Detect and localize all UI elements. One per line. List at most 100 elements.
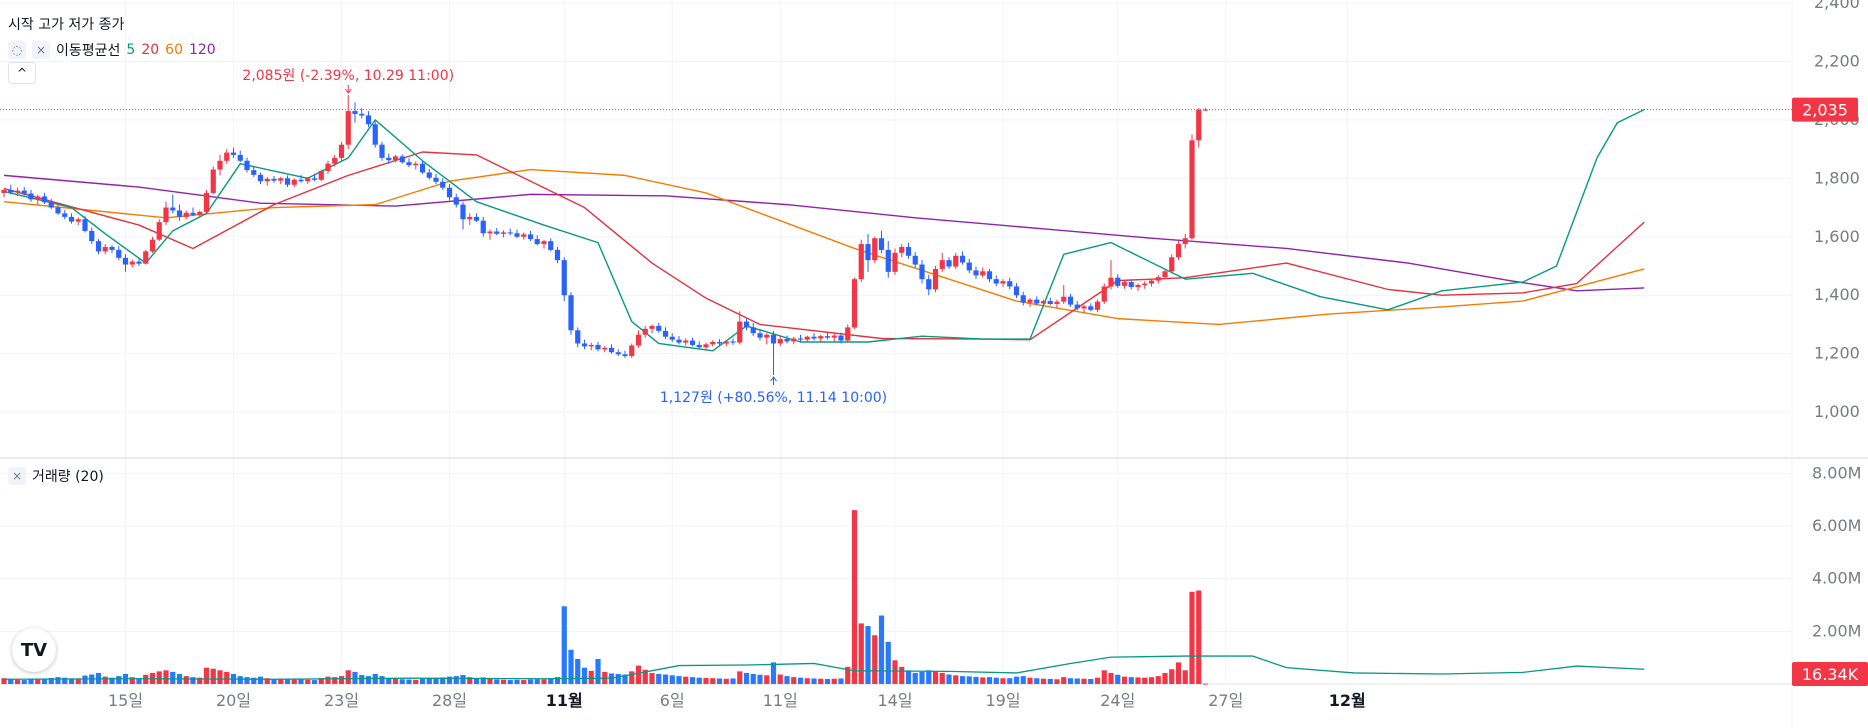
candle-body <box>170 207 176 211</box>
candle-body <box>831 335 837 338</box>
candle-body <box>1034 299 1040 304</box>
price-tick-label: 1,800 <box>1814 168 1860 187</box>
time-tick-label: 27일 <box>1208 691 1243 710</box>
volume-bar <box>473 678 480 684</box>
candle-body <box>440 181 446 188</box>
volume-bar <box>946 674 952 684</box>
candle-body <box>858 244 864 280</box>
volume-bar <box>264 678 270 684</box>
candle-body <box>203 192 210 212</box>
volume-bar <box>689 677 696 684</box>
candle-body <box>777 339 783 344</box>
tradingview-logo-icon[interactable]: TV <box>12 628 56 672</box>
volume-bar <box>1155 676 1161 684</box>
volume-bar <box>1162 672 1168 684</box>
candle-body <box>696 344 702 348</box>
candle-body <box>116 249 122 258</box>
volume-bar <box>156 671 162 684</box>
eye-off-icon[interactable]: ◌ <box>8 41 26 59</box>
volume-bar <box>548 678 554 684</box>
volume-bar <box>257 676 264 684</box>
volume-bar <box>716 678 723 684</box>
candle-body <box>561 260 567 296</box>
volume-bar <box>318 677 324 684</box>
volume-bar <box>784 676 790 684</box>
volume-bar <box>811 678 817 684</box>
volume-bar <box>973 676 979 684</box>
candle-body <box>926 279 932 290</box>
volume-bar <box>534 679 540 684</box>
volume-bar <box>892 660 898 684</box>
candle-body <box>892 252 898 272</box>
volume-bar <box>851 510 858 684</box>
candle-body <box>878 238 885 250</box>
candle-body <box>156 222 162 240</box>
volume-bar <box>554 677 561 684</box>
volume-bar <box>359 675 365 684</box>
candle-body <box>1142 283 1148 285</box>
price-tick-label: 2,200 <box>1814 51 1860 70</box>
candle-body <box>89 230 95 242</box>
volume-bar <box>1007 678 1013 684</box>
candle-body <box>1101 286 1107 302</box>
volume-bar <box>588 670 594 684</box>
candle-body <box>845 327 851 341</box>
ma-period-5: 5 <box>126 42 136 58</box>
candle-body <box>251 170 257 175</box>
time-tick-label: 20일 <box>216 691 251 710</box>
time-tick-label: 24일 <box>1100 691 1135 710</box>
volume-bar <box>217 670 223 684</box>
volume-bar <box>244 677 250 684</box>
candle-body <box>1094 301 1101 310</box>
volume-ma-line <box>3 655 1645 680</box>
time-axis: 15일 20일 23일 28일 11월 6일 11일 14일 19일 24일 27일 12월 <box>108 691 1366 710</box>
candle-body <box>1196 109 1202 141</box>
volume-bar <box>440 677 446 684</box>
candle-body <box>1013 286 1020 296</box>
volume-bar <box>581 667 588 684</box>
candle-body <box>210 169 216 193</box>
candle-body <box>35 196 41 200</box>
volume-bar <box>777 674 783 684</box>
candle-body <box>568 295 574 331</box>
volume-bar <box>1 678 7 684</box>
candle-body <box>635 334 642 346</box>
candle-body <box>1189 140 1195 239</box>
volume-bar <box>136 678 142 684</box>
time-tick-label: 6일 <box>660 691 685 710</box>
volume-bar <box>1128 677 1134 684</box>
time-tick-label: 15일 <box>108 691 143 710</box>
volume-bar <box>568 649 574 684</box>
candle-body <box>1135 285 1141 288</box>
candle-body <box>541 241 547 245</box>
candle-body <box>703 344 709 348</box>
price-tick-label: 1,200 <box>1814 344 1860 363</box>
candle-body <box>622 354 628 357</box>
collapse-legend-button[interactable]: ^ <box>8 62 36 84</box>
close-icon[interactable]: × <box>8 467 26 485</box>
candle-body <box>399 156 405 163</box>
candle-body <box>305 178 311 182</box>
volume-bar <box>635 665 642 684</box>
time-tick-label: 14일 <box>877 691 912 710</box>
candle-body <box>467 216 473 220</box>
candle-body <box>82 219 88 231</box>
volume-tick-label: 6.00M <box>1812 516 1861 535</box>
volume-bar <box>68 678 75 684</box>
volume-bar <box>1169 669 1175 684</box>
candle-body <box>109 247 115 250</box>
volume-bar <box>1020 676 1026 684</box>
volume-bar <box>109 677 115 684</box>
close-icon[interactable]: × <box>32 41 50 59</box>
volume-bar <box>993 677 999 684</box>
volume-bar <box>703 677 709 684</box>
candle-body <box>662 330 669 337</box>
low-arrow-icon <box>770 376 777 382</box>
candle-body <box>669 336 675 340</box>
candle-body <box>1128 282 1134 288</box>
candle-body <box>743 321 750 328</box>
candle-body <box>149 239 156 252</box>
candle-body <box>386 157 392 161</box>
